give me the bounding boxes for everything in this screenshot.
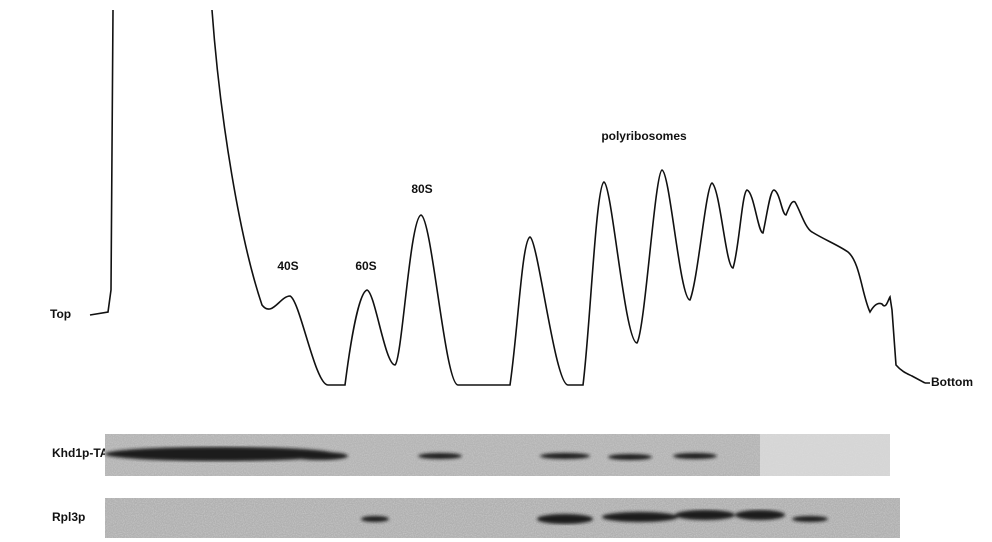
figure: Top Bottom 40S 60S 80S polyribosomes Khd… xyxy=(0,0,992,542)
blot-fade xyxy=(760,434,890,476)
page: Top Bottom 40S 60S 80S polyribosomes Khd… xyxy=(0,0,992,542)
peak-label: polyribosomes xyxy=(601,129,687,143)
blot-label: Rpl3p xyxy=(52,510,85,524)
peak-label: 40S xyxy=(277,259,298,273)
peak-label: 80S xyxy=(411,182,432,196)
peak-label: 60S xyxy=(355,259,376,273)
profile-curve xyxy=(90,10,925,385)
blot-rpl3p xyxy=(105,498,900,538)
top-label: Top xyxy=(50,307,71,321)
bottom-label: Bottom xyxy=(931,375,973,389)
blot-khd1p xyxy=(105,434,890,476)
blot-noise xyxy=(105,498,900,538)
